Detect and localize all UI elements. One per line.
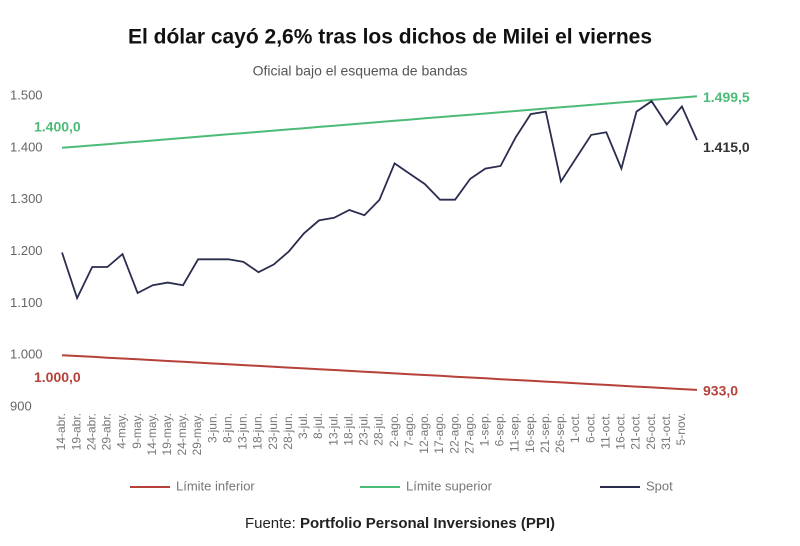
x-tick-label: 27-ago.: [462, 413, 476, 454]
x-tick-label: 2-ago.: [387, 413, 401, 447]
series-line: [61, 354, 698, 391]
value-label: 933,0: [703, 383, 738, 399]
x-tick-label: 14-may.: [145, 413, 159, 455]
x-tick-label: 17-ago.: [432, 413, 446, 454]
chart-title: El dólar cayó 2,6% tras los dichos de Mi…: [128, 26, 652, 49]
x-tick-label: 13-jul.: [326, 413, 340, 446]
y-tick-label: 1.000: [10, 347, 43, 362]
y-tick-label: 1.200: [10, 243, 43, 258]
y-tick-label: 1.300: [10, 191, 43, 206]
value-label: 1.415,0: [703, 139, 750, 155]
x-tick-label: 16-sep.: [523, 413, 537, 453]
x-tick-label: 11-oct.: [598, 413, 612, 449]
x-tick-label: 16-oct.: [614, 413, 628, 450]
source: Fuente: Portfolio Personal Inversiones (…: [245, 515, 555, 532]
series-line: [61, 99, 698, 301]
x-tick-label: 29-may.: [190, 413, 204, 455]
x-tick-label: 22-ago.: [447, 413, 461, 454]
x-tick-label: 21-oct.: [629, 413, 643, 450]
x-tick-label: 19-may.: [160, 413, 174, 455]
x-tick-label: 18-jul.: [341, 413, 355, 446]
y-tick-label: 1.100: [10, 295, 43, 310]
y-tick-label: 900: [10, 398, 32, 413]
y-tick-label: 1.400: [10, 139, 43, 154]
value-label: 1.400,0: [34, 119, 81, 135]
x-tick-label: 23-jul.: [357, 413, 371, 446]
x-tick-label: 11-sep.: [508, 413, 522, 452]
x-tick-label: 5-nov.: [674, 413, 688, 445]
x-tick-label: 1-oct.: [568, 413, 582, 443]
x-tick-label: 31-oct.: [659, 413, 673, 450]
x-tick-label: 28-jun.: [281, 413, 295, 450]
x-tick-label: 6-sep.: [493, 413, 507, 446]
chart-subtitle: Oficial bajo el esquema de bandas: [253, 63, 468, 79]
series-line: [61, 95, 698, 149]
x-tick-label: 6-oct.: [583, 413, 597, 443]
x-tick-label: 24-abr.: [84, 413, 98, 450]
x-tick-label: 19-abr.: [69, 413, 83, 450]
x-tick-label: 9-may.: [130, 413, 144, 449]
x-tick-label: 8-jun.: [220, 413, 234, 443]
x-tick-label: 13-jun.: [236, 413, 250, 450]
x-tick-label: 4-may.: [115, 413, 129, 449]
x-tick-label: 3-jul.: [296, 413, 310, 439]
legend-label: Spot: [646, 478, 673, 493]
x-tick-label: 1-sep.: [478, 413, 492, 446]
source-name: Portfolio Personal Inversiones (PPI): [300, 515, 555, 532]
value-label: 1.000,0: [34, 369, 81, 385]
legend-label: Límite superior: [406, 478, 493, 493]
x-tick-label: 26-sep.: [553, 413, 567, 453]
value-label: 1.499,5: [703, 89, 750, 105]
y-tick-label: 1.500: [10, 87, 43, 102]
x-tick-label: 7-ago.: [402, 413, 416, 447]
x-tick-label: 12-ago.: [417, 413, 431, 454]
x-tick-label: 14-abr.: [54, 413, 68, 450]
x-tick-label: 28-jul.: [372, 413, 386, 446]
source-label: Fuente:: [245, 515, 296, 532]
x-tick-label: 18-jun.: [251, 413, 265, 450]
x-tick-label: 21-sep.: [538, 413, 552, 453]
x-tick-label: 26-oct.: [644, 413, 658, 450]
x-tick-label: 8-jul.: [311, 413, 325, 439]
legend-label: Límite inferior: [176, 478, 255, 493]
x-tick-label: 29-abr.: [100, 413, 114, 450]
x-tick-label: 23-jun.: [266, 413, 280, 450]
x-tick-label: 3-jun.: [205, 413, 219, 443]
x-tick-label: 24-may.: [175, 413, 189, 455]
